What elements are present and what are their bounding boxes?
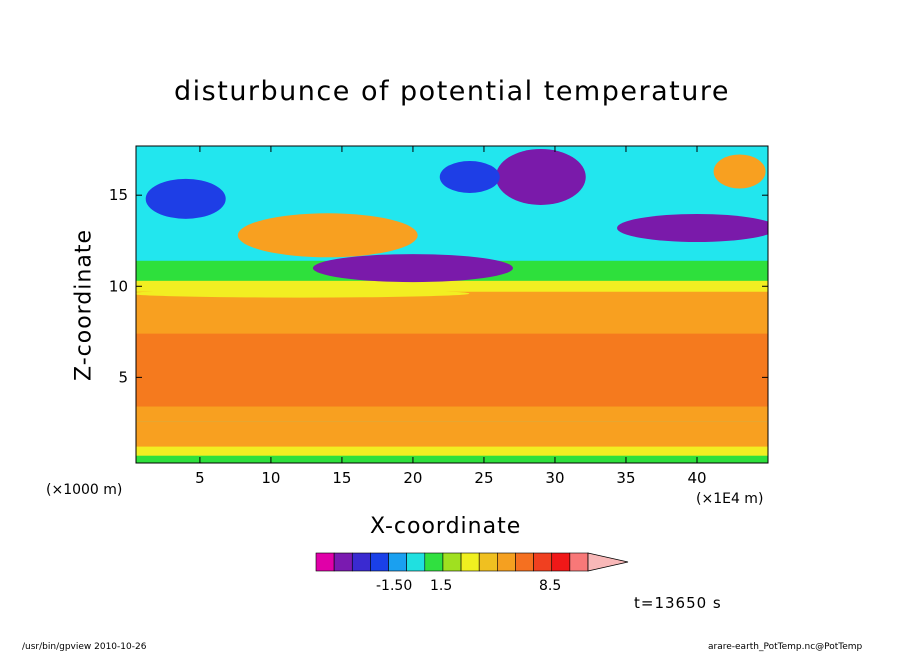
footer-left: /usr/bin/gpview 2010-10-26: [22, 642, 147, 652]
x-unit-right-label: (×1E4 m): [696, 491, 764, 507]
x-tick-label: 40: [687, 469, 706, 487]
purple-blob: [495, 148, 586, 205]
x-tick-label: 30: [545, 469, 564, 487]
colorbar-label: -1.50: [376, 578, 413, 594]
colorbar-swatch: [406, 552, 426, 572]
footer-right: arare-earth_PotTemp.nc@PotTemp: [708, 642, 863, 652]
colorbar-swatch: [388, 552, 407, 572]
colorbar-swatch: [351, 552, 371, 572]
colorbar-swatch: [333, 552, 353, 572]
colorbar-label: 1.5: [430, 578, 453, 594]
x-unit-left-label: (×1000 m): [46, 482, 123, 498]
lower-orange-band: [136, 421, 768, 451]
blue-blob: [439, 160, 500, 193]
colorbar-swatch: [533, 552, 553, 572]
y-tick-label: 5: [118, 368, 128, 386]
deep-orange-band: [136, 333, 768, 407]
colorbar-swatch: [569, 552, 589, 572]
colorbar-swatch: [551, 552, 571, 572]
x-tick-label: 10: [261, 469, 280, 487]
yellow-streak: [136, 289, 470, 298]
y-tick-label: 10: [109, 277, 128, 295]
colorbar-swatch: [497, 552, 516, 572]
colorbar-swatch: [315, 552, 335, 572]
chart-title: disturbunce of potential temperature: [174, 76, 730, 107]
colorbar-arrow: [587, 552, 629, 572]
orange-blob: [713, 154, 766, 189]
orange-plume: [237, 213, 418, 258]
plot-frame: [135, 145, 769, 464]
time-annotation: t=13650 s: [634, 594, 722, 612]
contour-field: [136, 146, 768, 463]
colorbar-swatch: [460, 552, 480, 572]
colorbar-swatch: [442, 552, 462, 572]
y-axis-label: Z-coordinate: [71, 229, 97, 381]
blue-blob: [145, 178, 226, 219]
x-tick-label: 5: [195, 469, 205, 487]
colorbar-swatch: [478, 552, 498, 572]
x-axis-label: X-coordinate: [370, 514, 522, 539]
y-tick-label: 15: [109, 186, 128, 204]
x-tick-label: 20: [403, 469, 422, 487]
x-tick-label: 25: [474, 469, 493, 487]
x-tick-label: 15: [332, 469, 351, 487]
colorbar-swatch: [515, 552, 534, 572]
purple-blob: [312, 254, 513, 283]
colorbar-swatch: [370, 552, 389, 572]
lower-yellow-band: [136, 446, 768, 458]
colorbar-swatch: [424, 552, 444, 572]
x-tick-label: 35: [616, 469, 635, 487]
surface-green-band: [136, 455, 768, 463]
colorbar-label: 8.5: [539, 578, 562, 594]
purple-blob: [617, 213, 768, 242]
